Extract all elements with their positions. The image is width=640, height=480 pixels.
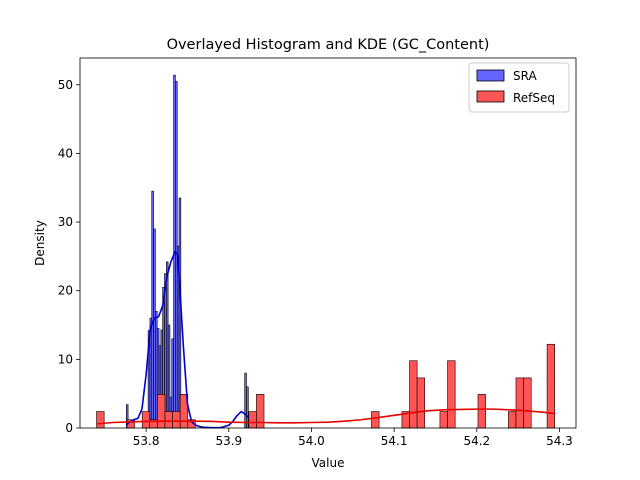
y-tick-label: 20 [58, 284, 73, 298]
refseq-bar-21 [546, 343, 555, 429]
y-tick-label: 10 [58, 352, 73, 366]
refseq-bar-5 [164, 411, 173, 429]
x-tick-label: 54.2 [463, 434, 490, 448]
axes-frame [79, 57, 577, 429]
refseq-bar-11 [371, 411, 380, 429]
refseq-kde-line [96, 408, 556, 425]
y-tick-label: 0 [65, 421, 73, 435]
legend-swatch-sra [476, 69, 505, 82]
x-axis-label: Value [312, 456, 345, 470]
legend: SRA RefSeq [468, 62, 570, 113]
refseq-bar-0 [96, 411, 105, 429]
refseq-bar-2 [141, 411, 151, 429]
kde-lines [96, 250, 556, 429]
y-tick-label: 50 [58, 78, 73, 92]
refseq-bar-20 [523, 377, 532, 429]
refseq-bar-19 [515, 377, 524, 429]
chart-title: Overlayed Histogram and KDE (GC_Content) [167, 37, 490, 53]
x-axis-ticks: 53.8 53.9 54.0 54.1 54.2 54.3 [133, 428, 573, 448]
refseq-bar-18 [508, 411, 517, 429]
sra-kde-line [125, 250, 250, 429]
y-axis-ticks: 0 10 20 30 40 50 [58, 78, 80, 435]
x-tick-label: 54.1 [381, 434, 408, 448]
refseq-bar-6 [172, 411, 181, 429]
y-axis-label: Density [33, 220, 47, 266]
y-tick-label: 40 [58, 146, 73, 160]
x-tick-label: 54.0 [298, 434, 325, 448]
refseq-bar-13 [409, 360, 418, 429]
refseq-bar-14 [416, 377, 426, 429]
refseq-bar-4 [157, 394, 166, 429]
x-tick-label: 53.8 [133, 434, 160, 448]
refseq-bar-17 [477, 394, 486, 429]
refseq-bar-16 [447, 360, 456, 429]
y-tick-label: 30 [58, 215, 73, 229]
x-tick-label: 53.9 [215, 434, 242, 448]
legend-label-refseq: RefSeq [513, 91, 555, 105]
legend-label-sra: SRA [513, 69, 537, 83]
x-tick-label: 54.3 [546, 434, 573, 448]
refseq-bar-9 [248, 411, 257, 429]
refseq-bar-15 [439, 411, 448, 429]
legend-swatch-refseq [476, 90, 505, 103]
